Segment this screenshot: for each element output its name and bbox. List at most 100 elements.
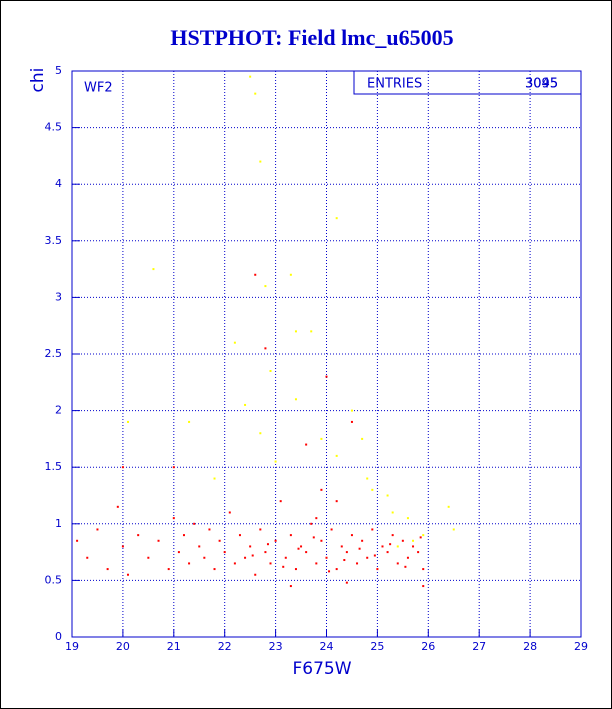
point — [213, 477, 216, 480]
point — [376, 568, 379, 571]
point — [218, 539, 221, 542]
stats-label: ENTRIES — [367, 77, 422, 92]
point — [406, 517, 409, 520]
point — [350, 420, 353, 423]
x-tick-label: 27 — [472, 640, 486, 653]
point — [106, 568, 109, 571]
point — [335, 454, 338, 457]
point — [310, 330, 313, 333]
point — [335, 217, 338, 220]
stats-value: 3045 — [525, 77, 558, 92]
point — [251, 554, 254, 557]
point — [223, 551, 226, 554]
point — [422, 568, 425, 571]
point — [213, 568, 216, 571]
point — [249, 545, 252, 548]
point — [356, 562, 359, 565]
point — [244, 556, 247, 559]
y-tick-label: 1.5 — [45, 460, 63, 473]
y-tick-label: 2 — [55, 404, 62, 417]
point — [137, 534, 140, 537]
point — [121, 466, 124, 469]
point — [254, 273, 257, 276]
point — [172, 517, 175, 520]
point — [279, 500, 282, 503]
point — [371, 488, 374, 491]
point — [343, 559, 346, 562]
chart-title: HSTPHOT: Field lmc_u65005 — [170, 25, 453, 50]
x-tick-label: 20 — [116, 640, 130, 653]
point — [325, 375, 328, 378]
x-tick-label: 26 — [421, 640, 435, 653]
x-tick-label: 25 — [370, 640, 384, 653]
point — [391, 534, 394, 537]
point — [417, 551, 420, 554]
point — [386, 494, 389, 497]
point — [208, 528, 211, 531]
point — [294, 398, 297, 401]
point — [294, 330, 297, 333]
point — [182, 534, 185, 537]
point — [274, 539, 277, 542]
point — [335, 568, 338, 571]
point — [297, 547, 300, 550]
point — [315, 517, 318, 520]
point — [259, 528, 262, 531]
point — [310, 522, 313, 525]
y-tick-label: 3 — [55, 290, 62, 303]
point — [274, 460, 277, 463]
point — [188, 562, 191, 565]
point — [264, 285, 267, 288]
point — [238, 534, 241, 537]
point — [233, 562, 236, 565]
point — [157, 539, 160, 542]
point — [203, 556, 206, 559]
x-tick-label: 22 — [218, 640, 232, 653]
point — [350, 534, 353, 537]
point — [305, 551, 308, 554]
point — [373, 554, 376, 557]
panel-label: WF2 — [84, 81, 113, 96]
point — [366, 556, 369, 559]
y-tick-label: 2.5 — [45, 347, 63, 360]
point — [96, 528, 99, 531]
y-axis-label: chi — [28, 68, 48, 93]
point — [294, 568, 297, 571]
point — [177, 551, 180, 554]
point — [305, 443, 308, 446]
point — [419, 536, 422, 539]
point — [167, 568, 170, 571]
point — [249, 75, 252, 78]
point — [325, 556, 328, 559]
point — [422, 534, 425, 537]
x-tick-label: 21 — [167, 640, 181, 653]
point — [254, 92, 257, 95]
point — [259, 160, 262, 163]
x-tick-label: 29 — [574, 640, 588, 653]
point — [386, 551, 389, 554]
point — [152, 268, 155, 271]
y-tick-label: 4.5 — [45, 121, 63, 134]
point — [404, 565, 407, 568]
point — [401, 539, 404, 542]
point — [361, 437, 364, 440]
point — [371, 528, 374, 531]
point — [86, 556, 89, 559]
point — [328, 570, 331, 573]
x-tick-label: 24 — [320, 640, 334, 653]
point — [264, 551, 267, 554]
point — [422, 585, 425, 588]
point — [228, 511, 231, 514]
point — [233, 341, 236, 344]
point — [452, 528, 455, 531]
point — [254, 573, 257, 576]
y-tick-label: 5 — [55, 64, 62, 77]
point — [116, 505, 119, 508]
point — [345, 551, 348, 554]
y-tick-label: 0 — [55, 630, 62, 643]
y-tick-label: 4 — [55, 177, 62, 190]
point — [358, 547, 361, 550]
point — [315, 562, 318, 565]
point — [126, 573, 129, 576]
